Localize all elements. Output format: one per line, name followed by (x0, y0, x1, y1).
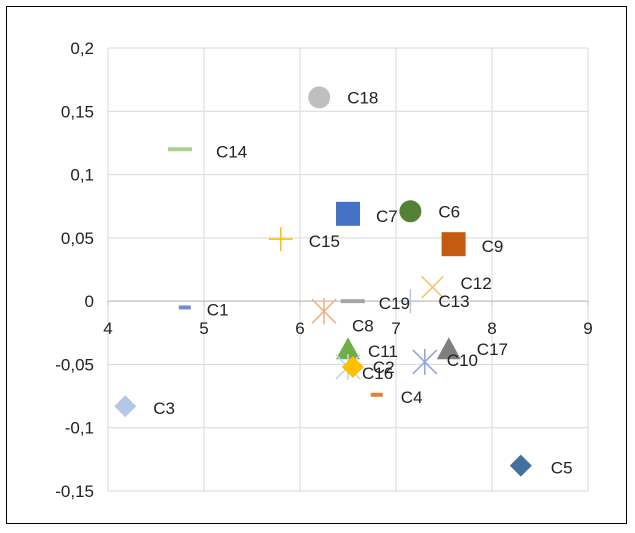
y-tick-label: -0,1 (65, 419, 94, 438)
x-tick-label: 6 (295, 319, 304, 338)
dash-marker (179, 305, 191, 309)
y-tick-label: 0,2 (70, 39, 94, 58)
point-label-c10: C10 (447, 351, 478, 370)
y-tick-label: -0,15 (55, 482, 94, 501)
point-c6 (399, 200, 421, 222)
point-c5 (510, 455, 532, 477)
point-label-c8: C8 (352, 316, 374, 335)
point-label-c14: C14 (216, 142, 247, 161)
point-label-c7: C7 (376, 207, 398, 226)
point-label-c13: C13 (438, 292, 469, 311)
point-c1 (179, 305, 191, 309)
point-label-c12: C12 (460, 274, 491, 293)
point-c7 (336, 202, 360, 226)
point-label-c19: C19 (379, 294, 410, 313)
point-c3 (114, 395, 136, 417)
square-marker (336, 202, 360, 226)
point-label-c3: C3 (153, 399, 175, 418)
dash-marker (341, 299, 365, 303)
point-c2 (342, 356, 364, 378)
point-c4 (371, 393, 383, 397)
point-label-c4: C4 (401, 388, 423, 407)
circle-marker (308, 86, 330, 108)
point-c9 (442, 232, 466, 256)
grid-lines (108, 48, 588, 491)
x-tick-label: 9 (583, 319, 592, 338)
point-c10 (413, 349, 437, 375)
dash-marker (168, 147, 192, 151)
y-tick-label: 0,15 (61, 102, 94, 121)
point-label-c2: C2 (373, 358, 395, 377)
diamond-marker (114, 395, 136, 417)
point-c19 (341, 299, 365, 303)
circle-marker (399, 200, 421, 222)
y-tick-label: 0,05 (61, 229, 94, 248)
point-label-c5: C5 (551, 459, 573, 478)
point-c14 (168, 147, 192, 151)
point-label-c17: C17 (477, 340, 508, 359)
y-tick-label: 0,1 (70, 166, 94, 185)
point-labels: C1C3C4C5C6C7C8C9C10C11C12C13C14C15C16C17… (153, 88, 572, 477)
dash-marker (371, 393, 383, 397)
tick-labels: -0,15 -0,1 -0,05 0 0,05 0,1 0,15 0,2 4 5 6 7 8 9 (55, 39, 592, 501)
x-tick-label: 4 (103, 319, 112, 338)
x-tick-label: 8 (487, 319, 496, 338)
point-c15 (269, 227, 293, 251)
point-label-c15: C15 (309, 232, 340, 251)
diamond-marker (342, 356, 364, 378)
point-c8 (312, 298, 336, 324)
y-tick-label: -0,05 (55, 355, 94, 374)
point-label-c9: C9 (482, 237, 504, 256)
point-c18 (308, 86, 330, 108)
point-label-c1: C1 (207, 300, 229, 319)
y-tick-label: 0 (85, 292, 94, 311)
point-label-c18: C18 (347, 88, 378, 107)
point-label-c6: C6 (438, 202, 460, 221)
x-tick-label: 7 (391, 319, 400, 338)
square-marker (442, 232, 466, 256)
x-tick-label: 5 (199, 319, 208, 338)
diamond-marker (510, 455, 532, 477)
